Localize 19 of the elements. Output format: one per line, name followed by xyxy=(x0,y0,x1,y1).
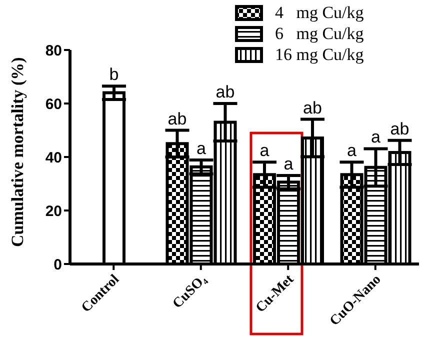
data-label: ab xyxy=(216,82,235,102)
data-label: a xyxy=(284,154,294,174)
data-label: ab xyxy=(390,119,410,138)
y-axis-title: Cumulative mortality (%) xyxy=(8,57,28,247)
data-label: a xyxy=(347,141,358,160)
y-tick-label: 40 xyxy=(45,149,62,166)
legend-label: 6 mg Cu/kg xyxy=(275,24,364,44)
data-label: a xyxy=(371,128,382,147)
legend-label: 16 mg Cu/kg xyxy=(275,44,364,64)
legend-label: 4 mg Cu/kg xyxy=(275,2,364,22)
y-tick-label: 20 xyxy=(45,202,62,220)
data-label: a xyxy=(196,138,207,158)
data-label: b xyxy=(109,65,119,84)
data-label: ab xyxy=(303,98,322,118)
y-tick-label: 0 xyxy=(54,256,62,274)
data-label: a xyxy=(260,141,270,160)
y-tick-label: 80 xyxy=(45,42,62,60)
y-tick-label: 60 xyxy=(45,96,62,113)
data-label: ab xyxy=(168,109,187,128)
